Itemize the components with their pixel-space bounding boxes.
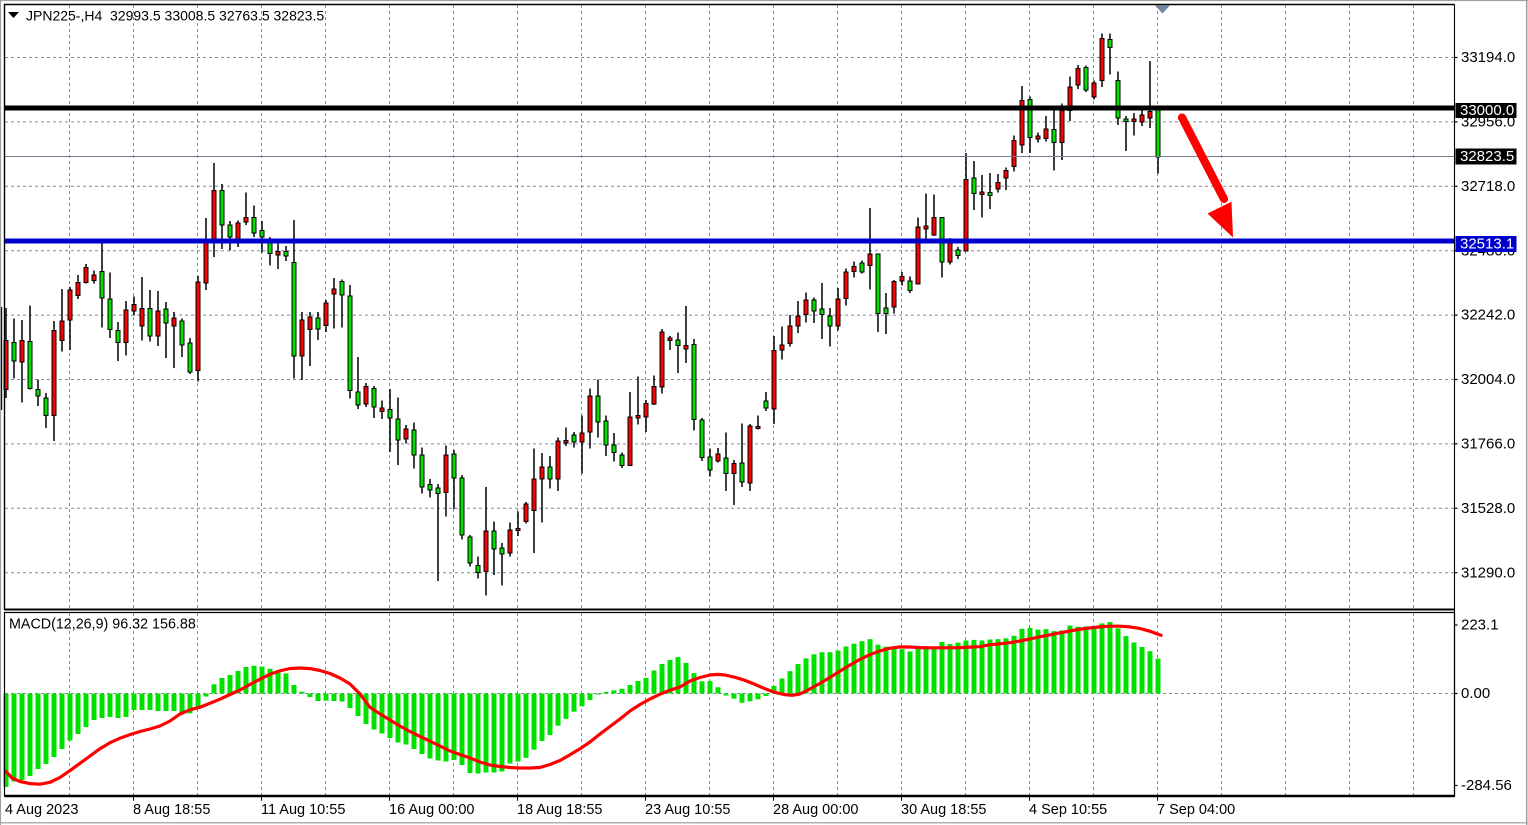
- svg-text:-284.56: -284.56: [1461, 777, 1512, 794]
- svg-text:31528.0: 31528.0: [1461, 500, 1515, 517]
- svg-text:32513.1: 32513.1: [1460, 236, 1514, 253]
- svg-text:16 Aug 00:00: 16 Aug 00:00: [389, 802, 474, 818]
- svg-text:11 Aug 10:55: 11 Aug 10:55: [261, 802, 345, 818]
- svg-text:223.1: 223.1: [1461, 617, 1499, 634]
- svg-text:30 Aug 18:55: 30 Aug 18:55: [901, 802, 986, 818]
- svg-text:MACD(12,26,9) 96.32 156.88: MACD(12,26,9) 96.32 156.88: [9, 617, 196, 633]
- svg-text:33000.0: 33000.0: [1460, 102, 1514, 119]
- svg-text:28 Aug 00:00: 28 Aug 00:00: [773, 802, 858, 818]
- svg-text:33194.0: 33194.0: [1461, 49, 1515, 66]
- svg-text:0.00: 0.00: [1461, 685, 1490, 702]
- svg-text:8 Aug 18:55: 8 Aug 18:55: [133, 802, 210, 818]
- svg-text:7 Sep 04:00: 7 Sep 04:00: [1157, 802, 1235, 818]
- svg-text:32718.0: 32718.0: [1461, 178, 1515, 195]
- svg-text:JPN225-,H4 32993.5 33008.5 32: JPN225-,H4 32993.5 33008.5 32763.5 32823…: [26, 8, 324, 24]
- svg-text:32823.5: 32823.5: [1460, 148, 1514, 165]
- svg-text:23 Aug 10:55: 23 Aug 10:55: [645, 802, 730, 818]
- svg-text:32242.0: 32242.0: [1461, 307, 1515, 324]
- svg-text:4 Aug 2023: 4 Aug 2023: [5, 802, 78, 818]
- svg-text:31290.0: 31290.0: [1461, 565, 1515, 582]
- svg-text:4 Sep 10:55: 4 Sep 10:55: [1029, 802, 1107, 818]
- svg-text:32004.0: 32004.0: [1461, 371, 1515, 388]
- svg-text:18 Aug 18:55: 18 Aug 18:55: [517, 802, 602, 818]
- svg-text:31766.0: 31766.0: [1461, 436, 1515, 453]
